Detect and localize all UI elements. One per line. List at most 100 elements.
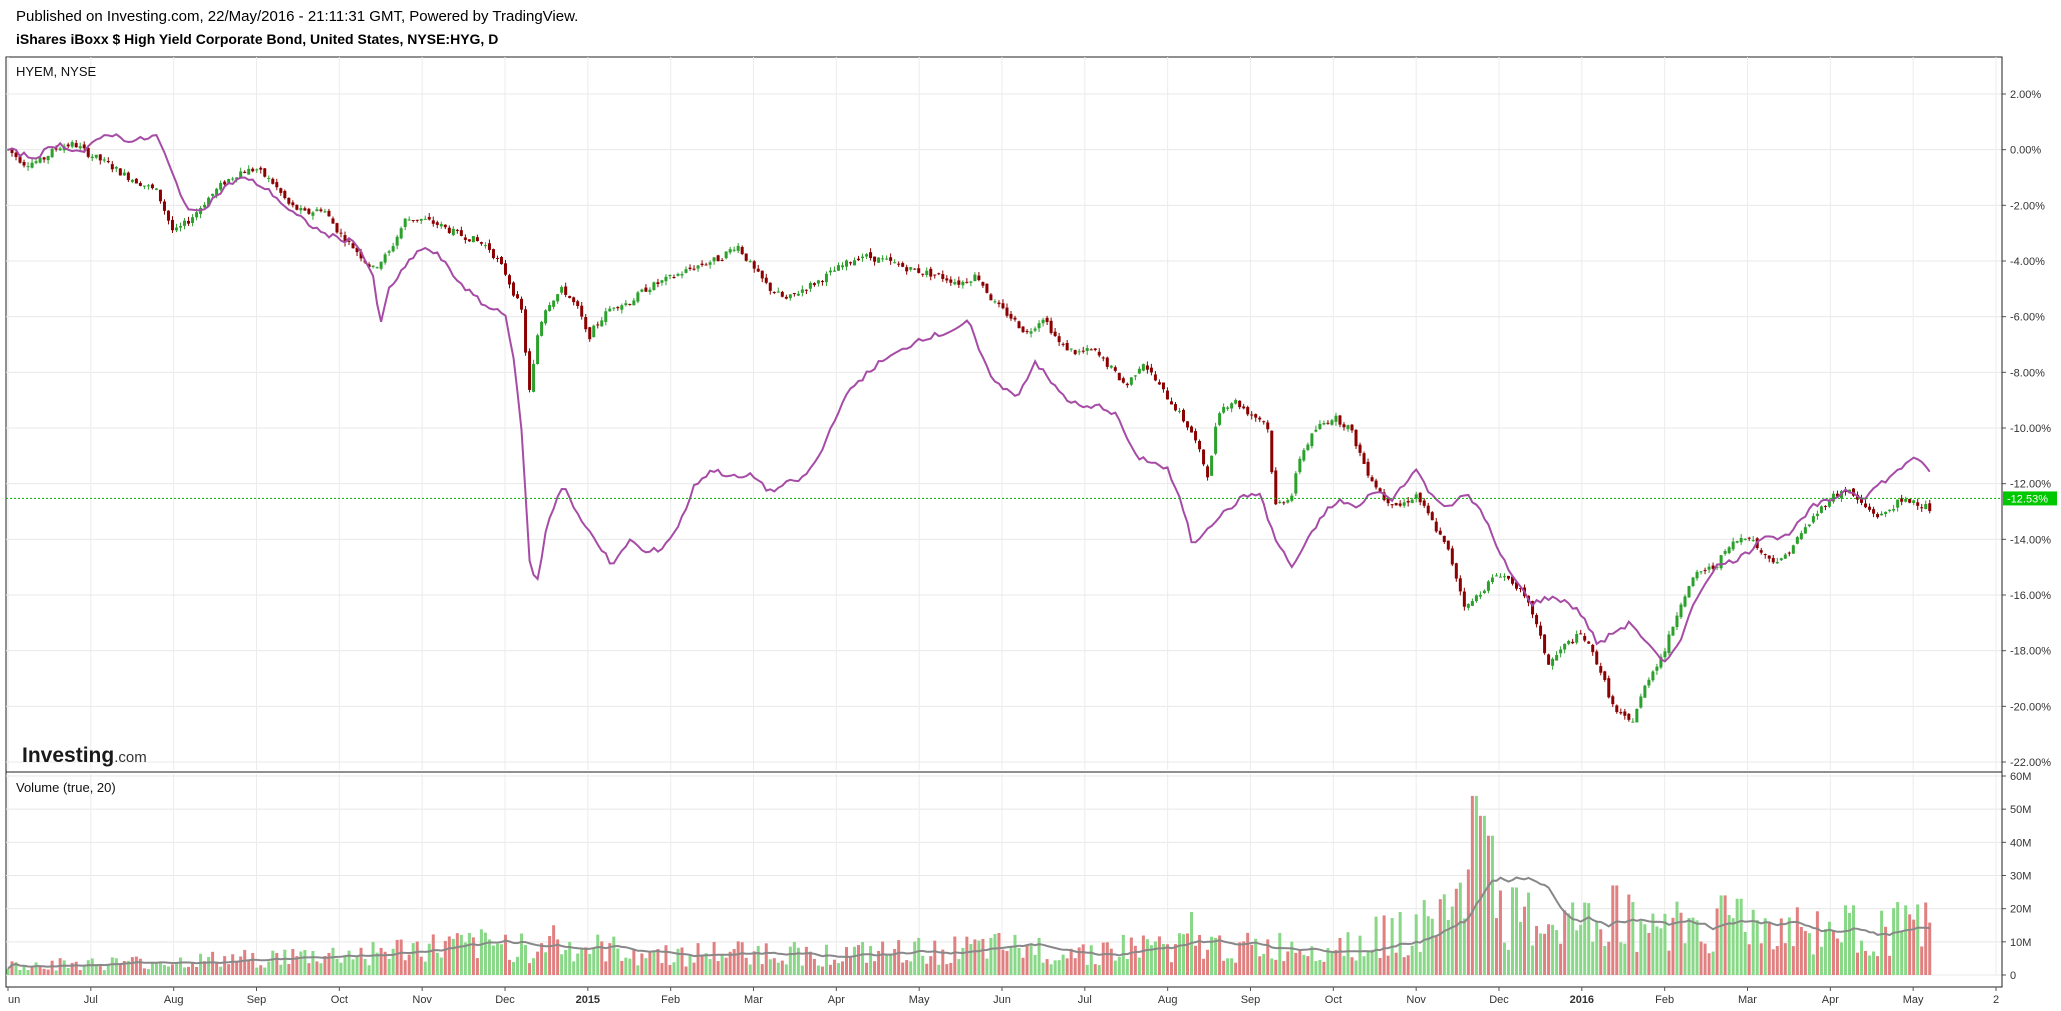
candle-body	[1571, 641, 1575, 644]
volume-bar	[700, 955, 704, 975]
volume-bar	[1856, 952, 1860, 975]
candle-body	[1278, 501, 1282, 503]
candle-body	[1490, 577, 1494, 583]
candle-body	[435, 222, 439, 225]
time-tick-label: May	[1903, 994, 1924, 1006]
candle-body	[820, 281, 824, 283]
candle-body	[179, 226, 183, 228]
volume-bar	[1735, 898, 1739, 975]
time-tick-label: Nov	[1406, 994, 1426, 1006]
volume-bar	[207, 956, 211, 975]
volume-bar	[1539, 933, 1543, 975]
volume-bar	[1037, 937, 1041, 975]
volume-bar	[1069, 948, 1073, 975]
volume-bar	[1519, 921, 1523, 975]
volume-bar	[6, 968, 10, 975]
volume-bar	[1555, 930, 1559, 975]
volume-bar	[1896, 902, 1900, 975]
candle-body	[608, 308, 612, 312]
volume-bar	[1839, 942, 1843, 975]
volume-bar	[1025, 944, 1029, 975]
volume-bar	[1065, 958, 1069, 975]
volume-bar	[616, 948, 620, 975]
candle-body	[1370, 477, 1374, 482]
volume-bar	[1916, 904, 1920, 975]
volume-bar	[106, 964, 110, 975]
volume-bar	[1731, 918, 1735, 975]
candle-body	[295, 204, 299, 210]
volume-bar	[283, 949, 287, 975]
candle-body	[1462, 591, 1466, 607]
volume-bar	[1831, 931, 1835, 975]
volume-bar	[102, 970, 106, 975]
volume-bar	[227, 964, 231, 975]
candle-body	[1559, 649, 1563, 654]
candle-body	[1177, 410, 1181, 412]
candle-body	[339, 232, 343, 234]
volume-bar	[712, 941, 716, 975]
volume-tick-label: 10M	[2010, 937, 2031, 949]
candle-body	[1338, 415, 1342, 425]
volume-bar	[957, 959, 961, 975]
candle-body	[1831, 493, 1835, 502]
volume-bar	[1635, 951, 1639, 975]
candle-body	[1065, 342, 1069, 351]
volume-bar	[540, 943, 544, 975]
candle-body	[672, 277, 676, 279]
candle-body	[556, 294, 560, 302]
volume-bar	[1872, 951, 1876, 975]
candle-body	[1743, 538, 1747, 540]
volume-bar	[1852, 905, 1856, 975]
volume-bar	[183, 967, 187, 975]
candle-body	[1089, 349, 1093, 351]
candle-body	[1326, 422, 1330, 424]
volume-bar	[134, 956, 138, 975]
volume-bar	[668, 964, 672, 975]
candle-body	[1410, 499, 1414, 503]
volume-bar	[1607, 941, 1611, 975]
candle-body	[909, 267, 913, 270]
candle-body	[1458, 578, 1462, 592]
candle-body	[239, 171, 243, 178]
volume-bar	[170, 964, 174, 975]
volume-bar	[1262, 953, 1266, 975]
candle-body	[90, 156, 94, 158]
volume-bar	[379, 947, 383, 975]
candle-body	[1406, 500, 1410, 503]
candle-body	[704, 264, 708, 266]
volume-bar	[889, 953, 893, 975]
candle-body	[1510, 576, 1514, 584]
volume-bar	[403, 960, 407, 975]
volume-bar	[191, 962, 195, 975]
candle-body	[897, 263, 901, 265]
volume-bar	[419, 956, 423, 975]
candle-body	[271, 178, 275, 184]
volume-bar	[415, 941, 419, 975]
candle-body	[1619, 712, 1623, 714]
candle-body	[836, 265, 840, 271]
volume-ma-line	[7, 876, 1930, 970]
candle-body	[1286, 500, 1290, 503]
volume-bar	[1045, 959, 1049, 975]
price-tick-label: -2.00%	[2010, 200, 2045, 212]
volume-bar	[1182, 934, 1186, 975]
time-tick-label: un	[8, 994, 20, 1006]
price-tick-label: -14.00%	[2010, 534, 2051, 546]
candle-body	[203, 204, 207, 208]
volume-bar	[628, 958, 632, 975]
candle-body	[379, 261, 383, 269]
volume-bar	[407, 954, 411, 975]
candle-body	[267, 177, 271, 179]
volume-bar	[620, 960, 624, 975]
volume-bar	[861, 942, 865, 975]
candle-body	[664, 276, 668, 282]
volume-bar	[499, 944, 503, 975]
volume-bar	[299, 951, 303, 975]
candle-body	[520, 298, 524, 310]
volume-bar	[343, 955, 347, 975]
candle-body	[1747, 537, 1751, 539]
candle-body	[1346, 425, 1350, 430]
candle-body	[937, 273, 941, 275]
volume-bar	[1394, 952, 1398, 975]
